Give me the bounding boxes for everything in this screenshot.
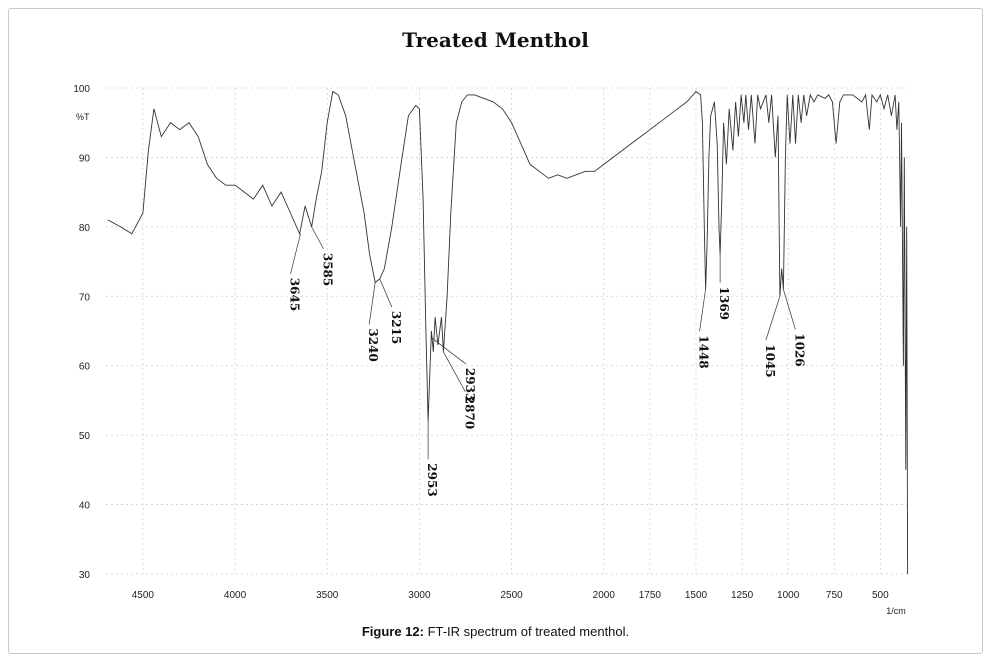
peak-leader xyxy=(765,296,781,341)
peak-label: 2933 xyxy=(463,368,477,401)
x-tick-label: 3000 xyxy=(408,590,431,601)
peak-leader xyxy=(443,351,466,392)
chart-title: Treated Menthol xyxy=(402,28,589,52)
x-tick-label: 2500 xyxy=(500,590,523,601)
peak-leader xyxy=(379,278,393,308)
figure-caption: Figure 12: FT-IR spectrum of treated men… xyxy=(0,624,991,639)
x-tick-label: 1750 xyxy=(639,590,662,601)
caption-text: FT-IR spectrum of treated menthol. xyxy=(423,624,630,639)
x-tick-label: 4000 xyxy=(224,590,247,601)
x-tick-label: 3500 xyxy=(316,590,339,601)
y-tick-label: 30 xyxy=(79,570,91,581)
y-tick-label: 90 xyxy=(79,153,91,164)
peak-label: 1026 xyxy=(792,333,806,366)
peak-label: 1448 xyxy=(697,335,711,368)
peak-label: 1369 xyxy=(717,287,731,320)
peak-label: 2953 xyxy=(425,463,439,496)
x-tick-label: 500 xyxy=(872,590,889,601)
y-tick-label: 70 xyxy=(79,292,91,303)
figure-frame xyxy=(8,8,983,654)
peak-label: 3585 xyxy=(321,253,335,286)
caption-prefix: Figure 12: xyxy=(361,624,424,639)
peak-leader xyxy=(290,233,301,274)
y-axis-label: %T xyxy=(76,112,90,122)
peak-label: 2870 xyxy=(462,396,476,429)
peak-label: 1045 xyxy=(763,344,777,377)
peak-label: 3645 xyxy=(288,278,302,311)
peak-label: 3240 xyxy=(366,328,380,361)
grid-layer xyxy=(106,87,908,575)
peak-leader xyxy=(311,226,324,250)
y-tick-label: 60 xyxy=(79,362,91,373)
y-tick-label: 50 xyxy=(79,431,91,442)
peak-leader xyxy=(431,337,466,365)
y-tick-label: 100 xyxy=(73,84,90,95)
y-tick-label: 80 xyxy=(79,223,91,234)
peak-leader xyxy=(699,289,706,332)
x-tick-label: 2000 xyxy=(593,590,616,601)
axis-layer: 100 90 80 70 60 50 40 30 %T 4500 4000 3500 3000 2500 2… xyxy=(73,84,905,616)
spectrum-line xyxy=(107,90,909,575)
x-tick-label: 1500 xyxy=(685,590,708,601)
x-tick-label: 4500 xyxy=(132,590,155,601)
peak-leader xyxy=(368,282,376,325)
x-tick-label: 1000 xyxy=(777,590,800,601)
peak-label: 3215 xyxy=(389,311,403,344)
x-tick-label: 750 xyxy=(826,590,843,601)
peak-leader xyxy=(783,289,796,330)
x-tick-label: 1250 xyxy=(731,590,754,601)
y-tick-label: 40 xyxy=(79,501,91,512)
x-axis-label: 1/cm xyxy=(886,606,906,616)
